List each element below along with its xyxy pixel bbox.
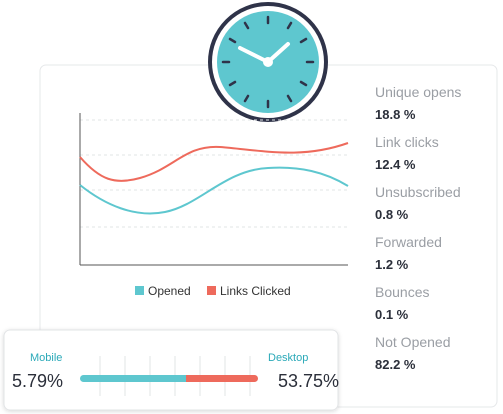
stat-label: Link clicks — [375, 134, 439, 150]
legend-swatch — [135, 286, 144, 295]
stat-value: 0.1 % — [375, 307, 409, 322]
clock-icon — [208, 2, 328, 122]
desktop-bar-join — [186, 375, 194, 382]
device-card — [3, 329, 339, 411]
opened-line — [79, 166, 349, 215]
mobile-label: Mobile — [30, 352, 62, 364]
stat-value: 18.8 % — [375, 107, 416, 122]
mobile-value: 5.79% — [12, 371, 63, 391]
line-chart — [79, 113, 349, 266]
legend-label: Opened — [148, 284, 191, 298]
legend-label: Links Clicked — [220, 284, 291, 298]
desktop-label: Desktop — [268, 352, 308, 364]
stat-label: Forwarded — [375, 234, 442, 250]
stat-value: 12.4 % — [375, 157, 416, 172]
legend-swatch — [207, 286, 216, 295]
links-clicked-line — [79, 142, 349, 182]
stat-label: Unsubscribed — [375, 184, 461, 200]
stat-label: Not Opened — [375, 334, 451, 350]
mobile-bar — [80, 375, 192, 382]
desktop-value: 53.75% — [278, 371, 339, 391]
stat-label: Bounces — [375, 284, 429, 300]
stat-value: 0.8 % — [375, 207, 409, 222]
stat-value: 1.2 % — [375, 257, 409, 272]
desktop-bar — [186, 375, 258, 382]
stats-list: Unique opens 18.8 % Link clicks 12.4 % Unsub… — [375, 84, 461, 372]
stat-label: Unique opens — [375, 84, 461, 100]
stat-value: 82.2 % — [375, 357, 416, 372]
